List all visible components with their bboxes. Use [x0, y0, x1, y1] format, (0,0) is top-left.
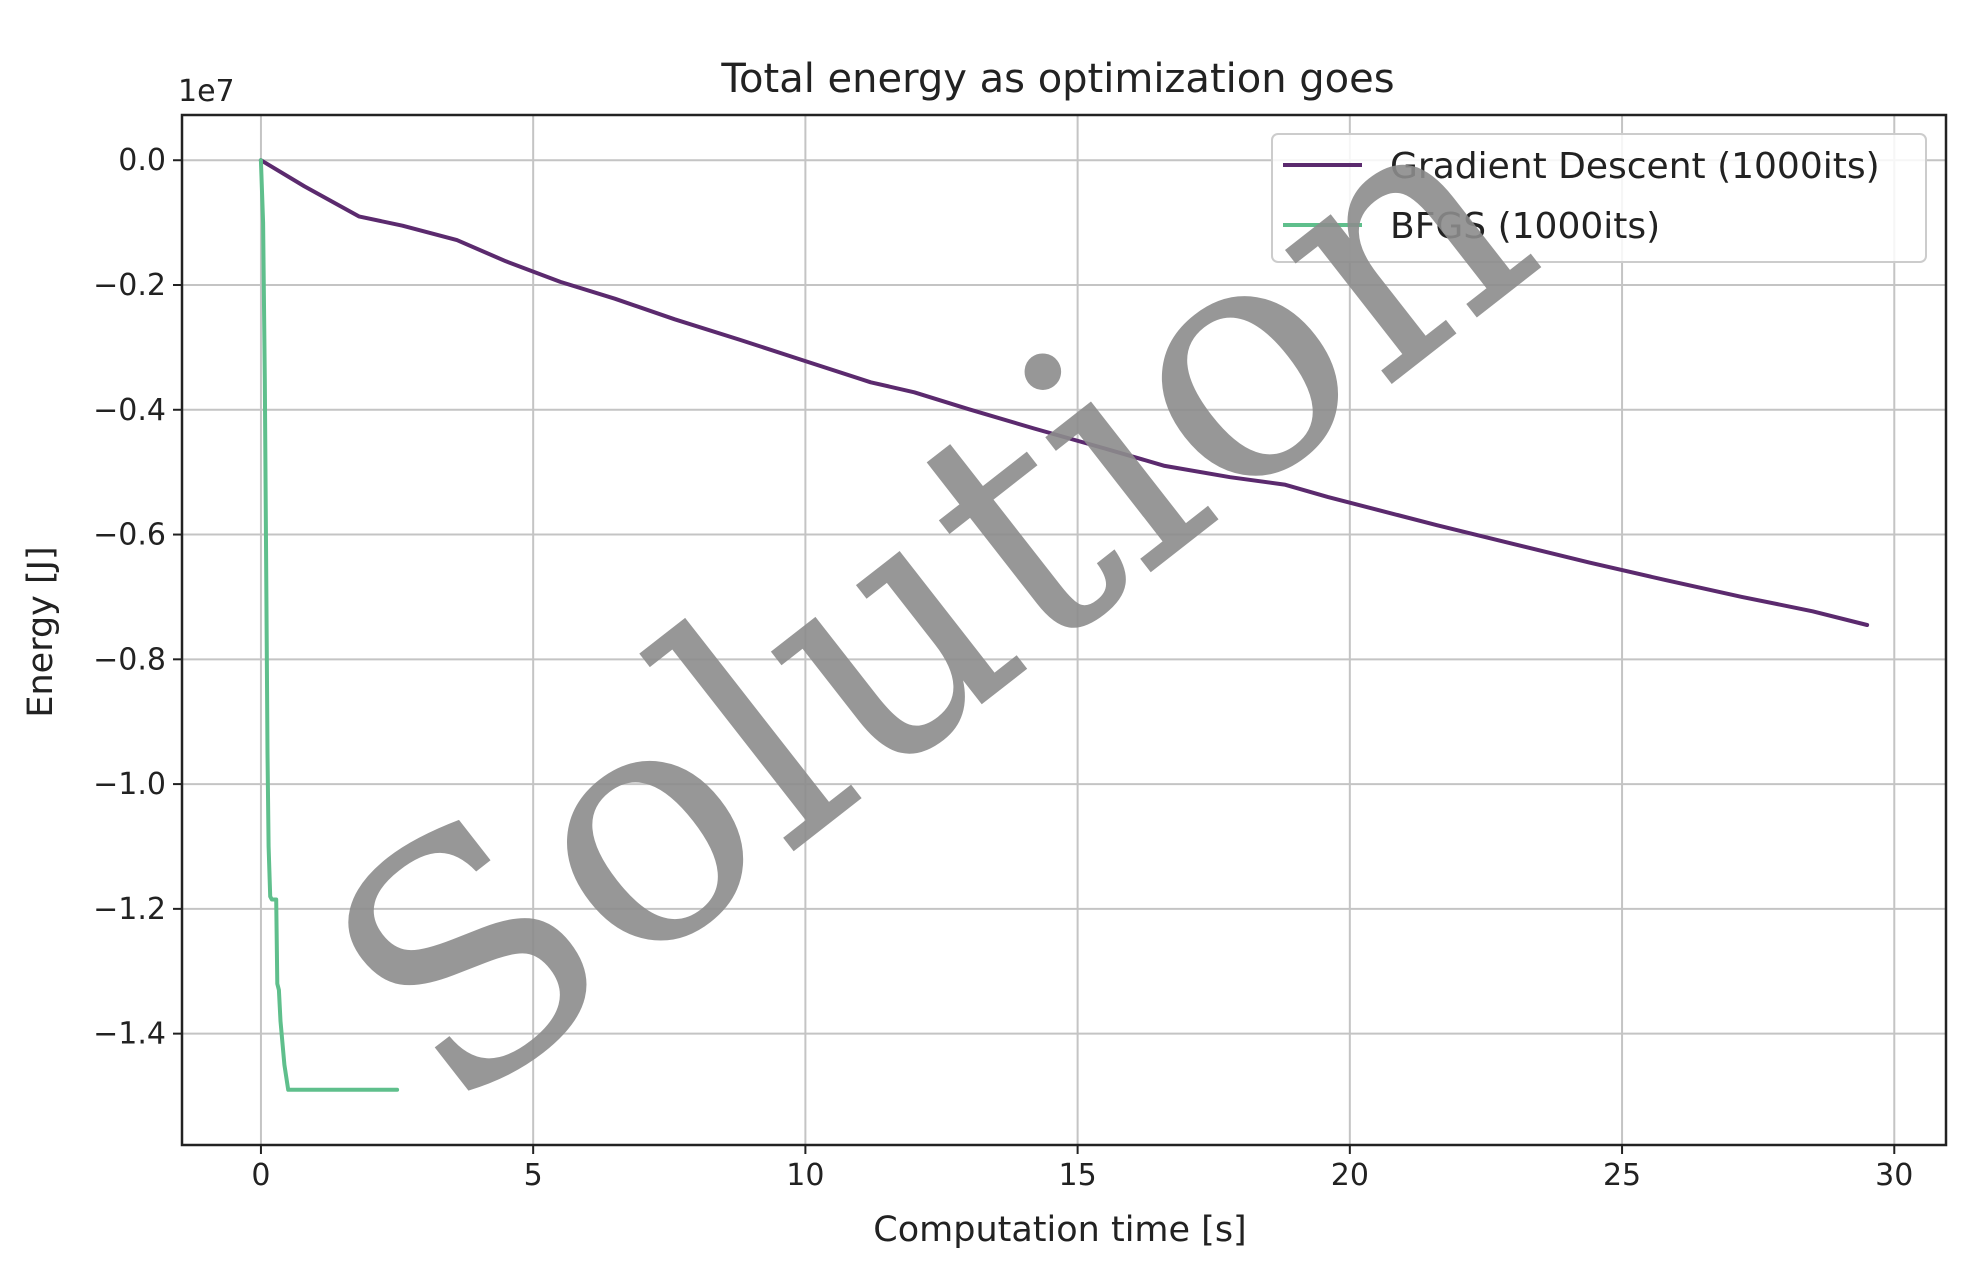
y-tick-label: −0.4 [93, 393, 166, 428]
x-tick-label: 0 [251, 1158, 270, 1193]
y-tick-label: −0.8 [93, 642, 166, 677]
x-tick-label: 25 [1603, 1158, 1641, 1193]
legend: Gradient Descent (1000its) BFGS (1000its… [1271, 133, 1927, 263]
y-tick-label: −0.2 [93, 268, 166, 303]
legend-label-bfgs: BFGS (1000its) [1390, 206, 1660, 247]
y-tick-label: −1.2 [93, 892, 166, 927]
x-tick-label: 5 [524, 1158, 543, 1193]
y-axis-offset-label: 1e7 [178, 74, 235, 109]
legend-label-gradient-descent: Gradient Descent (1000its) [1390, 146, 1880, 187]
chart-title: Total energy as optimization goes [720, 56, 1394, 102]
plot-frame [180, 113, 1948, 1147]
x-tick-label: 20 [1331, 1158, 1369, 1193]
y-tick-label: −1.0 [93, 767, 166, 802]
grid [182, 115, 1946, 1145]
y-tick-label: 0.0 [118, 143, 166, 178]
x-tick-label: 30 [1875, 1158, 1913, 1193]
series-lines [258, 158, 1870, 1092]
axis-ticks: 0 5 10 15 20 25 30 0.0 −0.2 −0.4 −0.6 −0.8 −1.0 −1.2 −… [93, 143, 1913, 1193]
y-tick-label: −1.4 [93, 1017, 166, 1052]
y-tick-label: −0.6 [93, 518, 166, 553]
x-tick-label: 10 [786, 1158, 824, 1193]
y-axis-label: Energy [J] [21, 546, 61, 717]
x-tick-label: 15 [1059, 1158, 1097, 1193]
series-line-bfgs [258, 158, 400, 1092]
series-line-gradient-descent [258, 158, 1870, 627]
legend-box [1271, 133, 1927, 263]
x-axis-label: Computation time [s] [873, 1210, 1246, 1250]
